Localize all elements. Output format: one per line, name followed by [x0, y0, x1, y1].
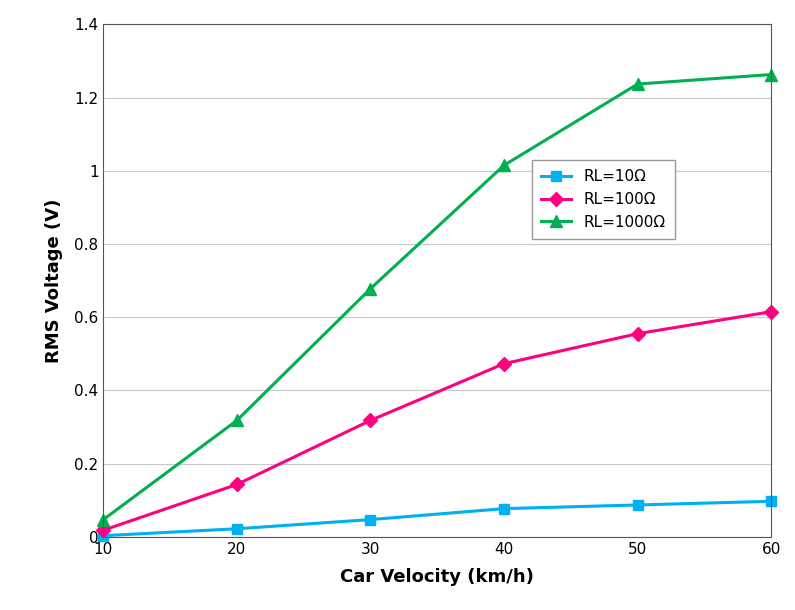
RL=1000Ω	[232, 417, 242, 424]
RL=100Ω	[766, 308, 776, 315]
RL=10Ω	[499, 505, 509, 512]
Legend: RL=10Ω, RL=100Ω, RL=1000Ω: RL=10Ω, RL=100Ω, RL=1000Ω	[532, 160, 675, 239]
RL=10Ω	[99, 532, 108, 539]
RL=1000Ω	[499, 162, 509, 169]
RL=100Ω	[99, 526, 108, 534]
RL=1000Ω	[766, 71, 776, 78]
RL=100Ω	[232, 481, 242, 488]
X-axis label: Car Velocity (km/h): Car Velocity (km/h)	[340, 568, 534, 586]
Y-axis label: RMS Voltage (V): RMS Voltage (V)	[45, 198, 63, 363]
RL=10Ω	[633, 501, 642, 509]
RL=100Ω	[633, 330, 642, 337]
RL=100Ω	[499, 360, 509, 367]
RL=1000Ω	[366, 285, 375, 292]
RL=100Ω	[366, 417, 375, 424]
RL=10Ω	[232, 525, 242, 533]
RL=10Ω	[766, 498, 776, 505]
Line: RL=1000Ω: RL=1000Ω	[98, 69, 777, 525]
RL=1000Ω	[99, 516, 108, 523]
RL=1000Ω	[633, 81, 642, 88]
Line: RL=10Ω: RL=10Ω	[99, 497, 776, 540]
Line: RL=100Ω: RL=100Ω	[99, 307, 776, 535]
RL=10Ω	[366, 516, 375, 523]
